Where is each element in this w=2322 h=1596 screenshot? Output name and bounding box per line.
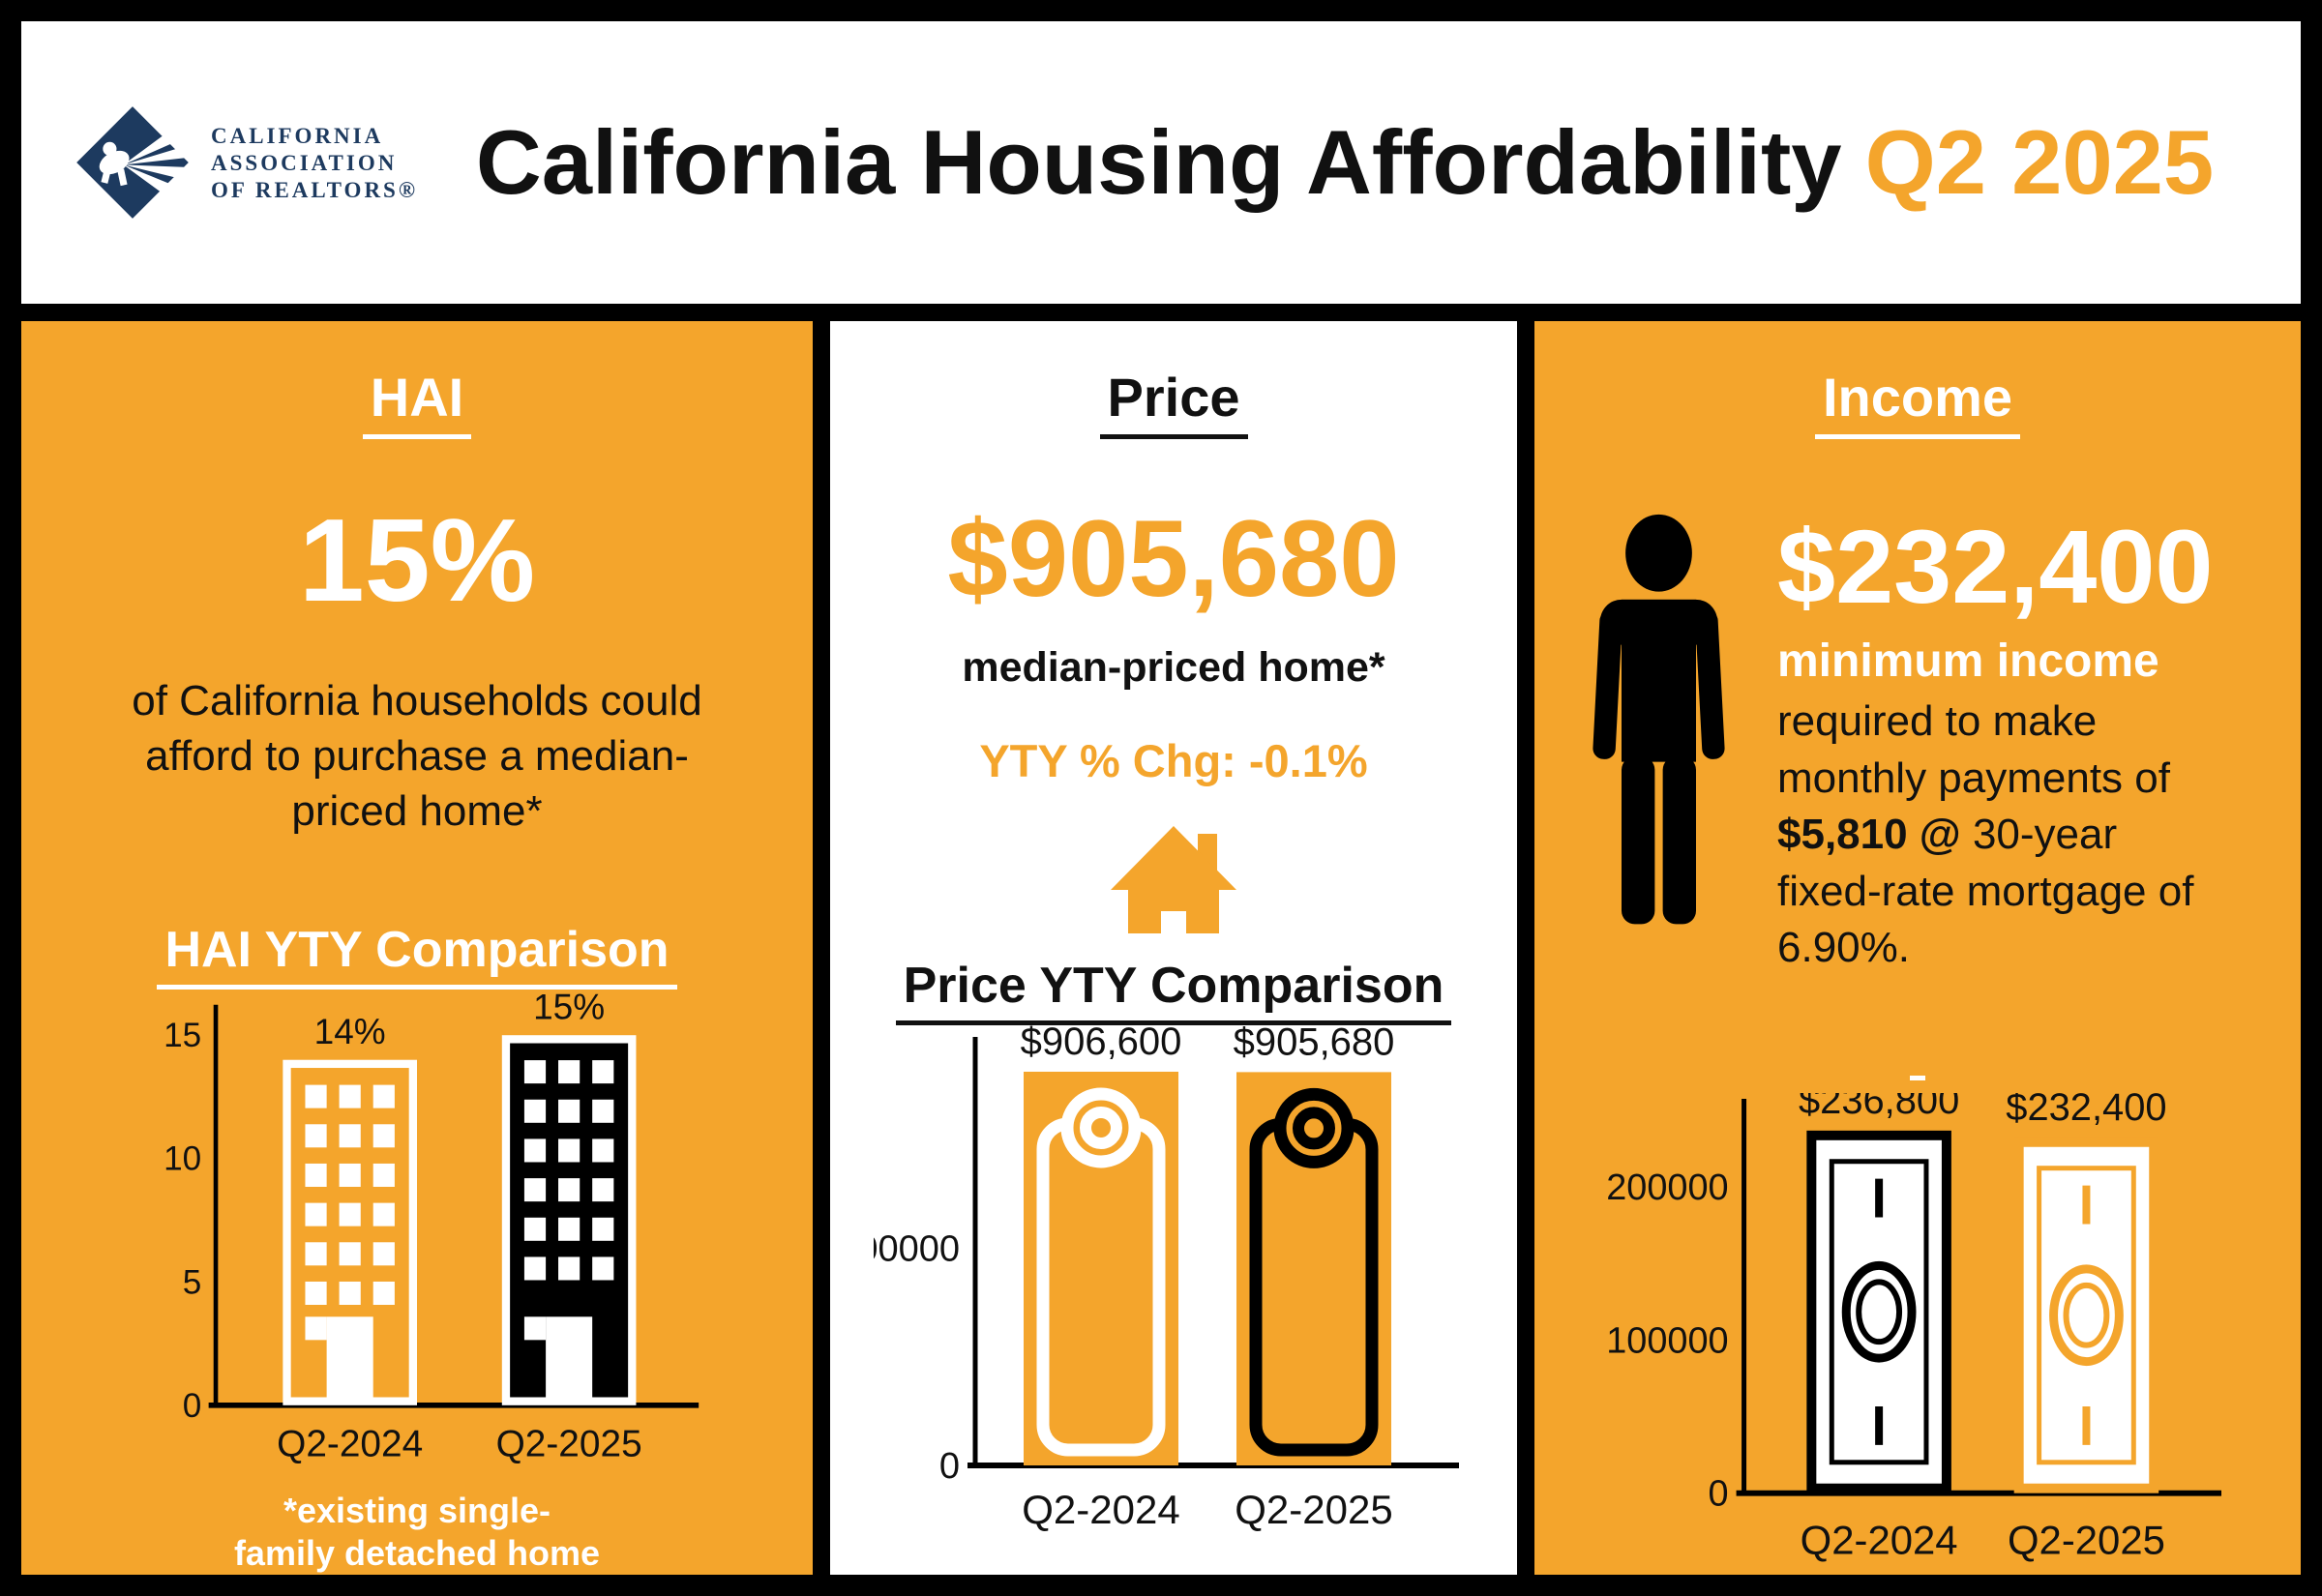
income-min-label: minimum income xyxy=(1777,635,2159,687)
bar-tag-white xyxy=(1024,1071,1178,1465)
income-text-column: $232,400 minimum income required to make… xyxy=(1777,503,2232,1020)
chart-label: 0 xyxy=(1709,1473,1729,1514)
chart-label: 100000 xyxy=(1606,1320,1728,1361)
price-heading: Price xyxy=(1099,366,1248,439)
hai-yty-comparison-chart: 0 5 10 15 14% Q2-2024 15% Q2-2025 xyxy=(164,990,700,1464)
chart-label: $236,800 xyxy=(1799,1093,1959,1122)
chart-label: 15% xyxy=(533,990,605,1027)
logo-line-3: OF REALTORS® xyxy=(211,177,419,202)
income-yty-comparison-chart: 0 100000 200000 $236,800 Q2-2024 $232,400 Q2-2… xyxy=(1606,1093,2222,1562)
person-icon xyxy=(1593,514,1725,925)
price-big-value: $905,680 xyxy=(947,498,1400,619)
page-title-quarter: Q2 2025 xyxy=(1864,111,2215,213)
chart-label: Q2-2024 xyxy=(1801,1517,1958,1562)
hai-footnote: *existing single- family detached home xyxy=(234,1490,600,1575)
page-title: California Housing Affordability Q2 2025 xyxy=(418,117,2272,208)
header: CALIFORNIA ASSOCIATION OF REALTORS® Cali… xyxy=(21,21,2301,304)
chart-label: Q2-2025 xyxy=(496,1423,642,1464)
logo-line-1: CALIFORNIA xyxy=(211,123,384,148)
chart-label: 0 xyxy=(939,1446,960,1487)
chart-label: Q2-2024 xyxy=(1022,1487,1179,1532)
car-logo-text: CALIFORNIA ASSOCIATION OF REALTORS® xyxy=(211,125,418,201)
price-chart-title: Price YTY Comparison xyxy=(895,957,1452,1025)
chart-label: 500000 xyxy=(874,1229,960,1270)
income-summary-row: $232,400 minimum income required to make… xyxy=(1569,503,2266,1020)
hai-chart-title: HAI YTY Comparison xyxy=(157,921,677,990)
chart-label: 5 xyxy=(183,1263,202,1301)
bar-building-black xyxy=(501,1034,637,1405)
car-bear-diamond-icon xyxy=(76,106,189,219)
bar-building-orange xyxy=(283,1059,417,1405)
hai-footnote-line-1: *existing single- xyxy=(283,1491,551,1531)
chart-label: 0 xyxy=(183,1386,202,1424)
bar-tag-black xyxy=(1236,1072,1391,1465)
price-subtitle: median-priced home* xyxy=(962,644,1385,691)
panel-price: Price $905,680 median-priced home* YTY %… xyxy=(830,321,1517,1575)
bar-bill-orange xyxy=(2013,1137,2159,1493)
page-title-main: California Housing Affordability xyxy=(475,111,1842,213)
panel-hai: HAI 15% of California households could a… xyxy=(21,321,813,1575)
panel-income: Income $232,400 minimum income required … xyxy=(1534,321,2301,1575)
chart-label: 10 xyxy=(164,1139,201,1177)
chart-label: Q2-2025 xyxy=(1235,1487,1392,1532)
logo-line-2: ASSOCIATION xyxy=(211,150,398,175)
income-chart-title xyxy=(1910,1035,1925,1093)
house-icon xyxy=(1111,826,1236,933)
price-yty-change: YTY % Chg: -0.1% xyxy=(979,735,1368,786)
chart-label: $906,600 xyxy=(1021,1025,1182,1063)
income-body-text: required to make monthly payments of $5,… xyxy=(1777,697,2194,972)
hai-heading: HAI xyxy=(362,366,472,439)
car-logo: CALIFORNIA ASSOCIATION OF REALTORS® xyxy=(75,105,418,220)
chart-label: 200000 xyxy=(1606,1167,1728,1208)
chart-label: Q2-2025 xyxy=(2008,1517,2165,1562)
chart-label: 14% xyxy=(314,1012,386,1051)
price-yty-comparison-chart: 0 500000 $906,600 Q2-2024 $905,680 Q2-2025 xyxy=(874,1025,1459,1532)
chart-label: $232,400 xyxy=(2006,1093,2166,1129)
hai-footnote-line-2: family detached home xyxy=(233,1533,601,1574)
income-heading: Income xyxy=(1814,366,2021,439)
chart-label: Q2-2024 xyxy=(277,1423,423,1464)
hai-description: of California households could afford to… xyxy=(132,677,702,836)
hai-big-value: 15% xyxy=(298,494,536,626)
chart-label: $905,680 xyxy=(1234,1025,1395,1063)
income-big-value: $232,400 xyxy=(1777,508,2214,625)
chart-label: 15 xyxy=(164,1017,201,1054)
bar-bill-black xyxy=(1806,1130,1951,1493)
